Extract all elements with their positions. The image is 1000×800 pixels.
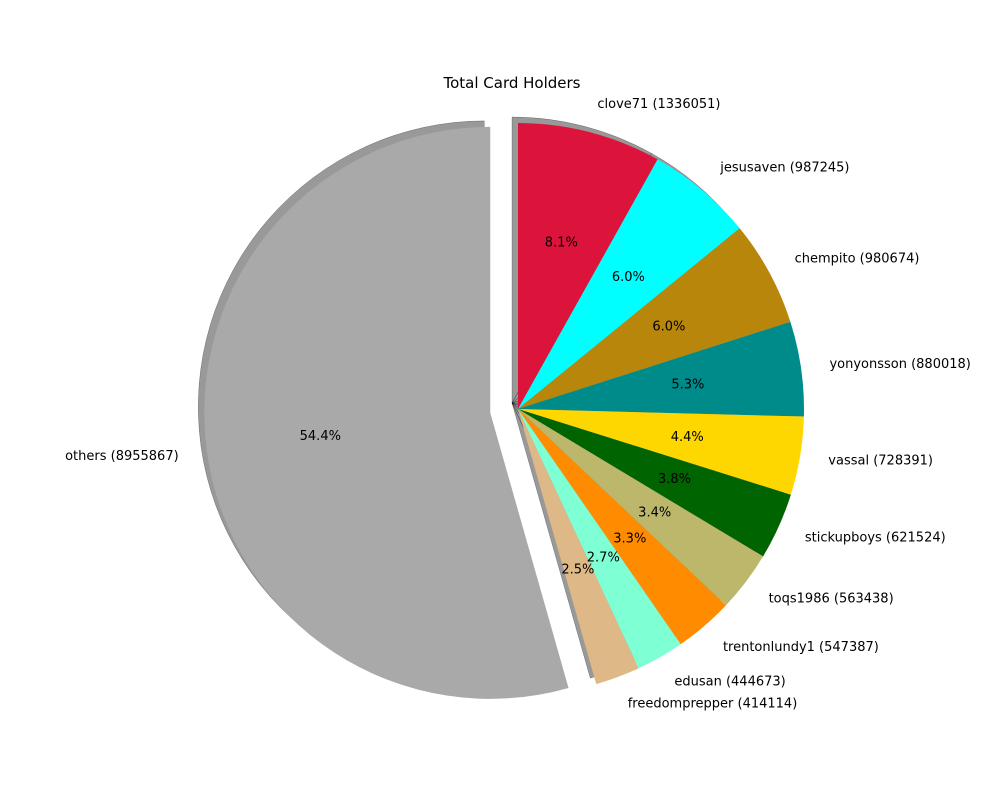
slice-layer bbox=[204, 123, 804, 699]
percent-label-stickupboys: 3.8% bbox=[658, 472, 691, 487]
slice-label-chempito: chempito (980674) bbox=[795, 252, 920, 267]
percent-label-edusan: 2.7% bbox=[587, 550, 620, 565]
slice-freedomprepper bbox=[518, 409, 639, 685]
percent-label-chempito: 6.0% bbox=[652, 320, 685, 335]
percent-label-trentonlundy1: 3.3% bbox=[613, 532, 646, 547]
percent-label-clove71: 8.1% bbox=[545, 235, 578, 250]
slice-label-jesusaven: jesusaven (987245) bbox=[719, 161, 849, 176]
slice-label-clove71: clove71 (1336051) bbox=[597, 97, 720, 112]
slice-edusan bbox=[518, 409, 681, 669]
slice-vassal bbox=[518, 409, 804, 495]
percent-label-vassal: 4.4% bbox=[671, 430, 704, 445]
slice-label-layer: clove71 (1336051) jesusaven (987245) chemp… bbox=[65, 97, 971, 711]
slice-label-vassal: vassal (728391) bbox=[828, 453, 933, 468]
percent-label-others: 54.4% bbox=[300, 429, 341, 444]
percent-label-layer: 8.1% 6.0% 6.0% 5.3% 4.4% 3.8% 3.4% 3.3% 2.7%2.5%… bbox=[300, 235, 705, 577]
slice-others bbox=[204, 126, 569, 699]
slice-label-yonyonsson: yonyonsson (880018) bbox=[829, 357, 970, 372]
slice-label-edusan: edusan (444673) bbox=[674, 674, 785, 689]
slice-yonyonsson bbox=[518, 321, 804, 417]
slice-chempito bbox=[518, 228, 791, 409]
chart-title: Total Card Holders bbox=[442, 74, 580, 92]
slice-stickupboys bbox=[518, 409, 791, 557]
percent-label-freedomprepper: 2.5% bbox=[561, 562, 594, 577]
slice-jesusaven bbox=[518, 159, 740, 409]
slice-label-toqs1986: toqs1986 (563438) bbox=[769, 592, 894, 607]
slice-trentonlundy1 bbox=[518, 409, 726, 645]
percent-label-yonyonsson: 5.3% bbox=[671, 377, 704, 392]
slice-label-freedomprepper: freedomprepper (414114) bbox=[628, 696, 798, 711]
slice-label-others: others (8955867) bbox=[65, 449, 179, 464]
slice-toqs1986 bbox=[518, 409, 764, 606]
percent-label-jesusaven: 6.0% bbox=[612, 270, 645, 285]
slice-clove71 bbox=[518, 123, 658, 409]
slice-label-trentonlundy1: trentonlundy1 (547387) bbox=[723, 640, 879, 655]
percent-label-toqs1986: 3.4% bbox=[638, 505, 671, 520]
slice-label-stickupboys: stickupboys (621524) bbox=[805, 531, 946, 546]
